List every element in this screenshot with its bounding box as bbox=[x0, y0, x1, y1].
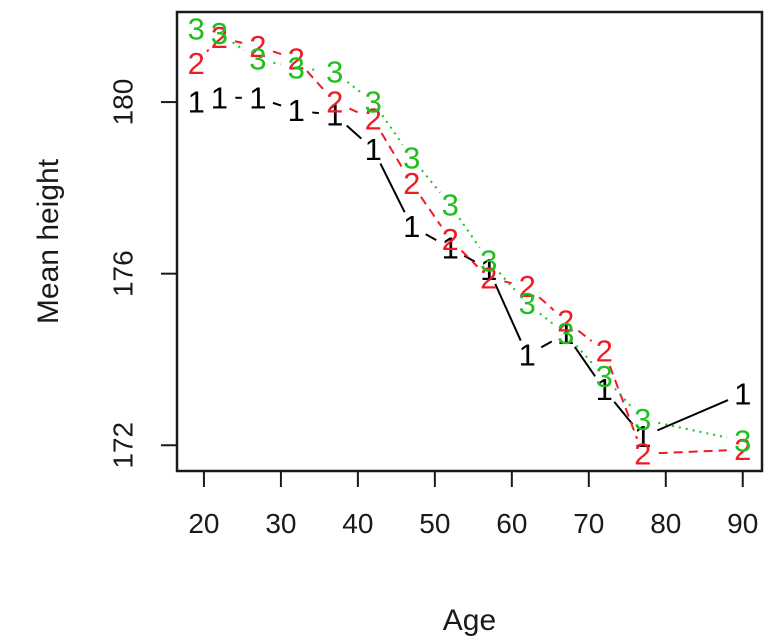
series-segment bbox=[312, 68, 320, 72]
data-point: 2 bbox=[442, 222, 459, 257]
x-tick-label: 30 bbox=[265, 508, 296, 539]
series-segment bbox=[380, 132, 405, 171]
series-segment bbox=[575, 344, 595, 366]
data-point: 2 bbox=[365, 102, 382, 137]
series-segment bbox=[498, 272, 518, 293]
data-point: 1 bbox=[365, 132, 382, 167]
series-segment bbox=[379, 163, 406, 213]
data-point: 2 bbox=[519, 269, 536, 304]
series-segment bbox=[346, 124, 363, 140]
series-segment bbox=[346, 81, 362, 94]
data-point: 1 bbox=[734, 376, 751, 411]
series-segment bbox=[577, 329, 593, 342]
series-segment bbox=[539, 312, 554, 325]
data-point: 2 bbox=[634, 436, 651, 471]
data-point: 2 bbox=[557, 303, 574, 338]
data-point: 3 bbox=[734, 423, 751, 458]
x-tick-label: 40 bbox=[342, 508, 373, 539]
data-point: 1 bbox=[634, 419, 651, 454]
data-point: 3 bbox=[326, 55, 343, 90]
x-tick-label: 20 bbox=[188, 508, 219, 539]
series-segment bbox=[312, 111, 320, 115]
data-point: 3 bbox=[442, 188, 459, 223]
data-point: 1 bbox=[557, 316, 574, 351]
y-axis-title: Mean height bbox=[32, 158, 65, 324]
data-point: 3 bbox=[480, 243, 497, 278]
series-segment bbox=[206, 48, 210, 53]
axis-layer: 20 30 40 50 60 70 80 90 172 176 180 bbox=[107, 79, 758, 539]
series-segment bbox=[494, 283, 522, 341]
data-point: 3 bbox=[403, 140, 420, 175]
series-segment bbox=[608, 365, 639, 440]
y-tick-label: 180 bbox=[107, 79, 138, 126]
series-segment bbox=[460, 249, 479, 268]
series-segment bbox=[349, 107, 360, 114]
data-point: 2 bbox=[326, 85, 343, 120]
series-segment bbox=[458, 217, 481, 249]
series-segment bbox=[306, 70, 325, 91]
data-point: 3 bbox=[249, 42, 266, 77]
data-point: 2 bbox=[734, 432, 751, 467]
series-segment bbox=[538, 296, 555, 311]
data-point: 1 bbox=[403, 209, 420, 244]
x-tick-label: 90 bbox=[727, 508, 758, 539]
series-segment bbox=[657, 399, 729, 432]
data-point: 1 bbox=[249, 80, 266, 115]
series-segment bbox=[381, 114, 404, 146]
data-point: 3 bbox=[211, 16, 228, 51]
series-segment bbox=[614, 387, 633, 409]
series-segment bbox=[425, 233, 437, 242]
data-point: 1 bbox=[288, 93, 305, 128]
data-point: 3 bbox=[557, 316, 574, 351]
series-segment bbox=[463, 254, 476, 263]
x-axis-title: Age bbox=[443, 604, 496, 637]
series-segment bbox=[273, 61, 281, 66]
data-point: 3 bbox=[288, 50, 305, 85]
series-segment bbox=[658, 449, 727, 455]
x-tick-label: 80 bbox=[650, 508, 681, 539]
data-point: 2 bbox=[249, 29, 266, 64]
plot-frame bbox=[175, 10, 764, 473]
series-segment bbox=[658, 421, 728, 439]
data-point: 2 bbox=[288, 42, 305, 77]
series-segment bbox=[540, 340, 553, 349]
series-segment bbox=[613, 401, 634, 425]
data-point: 1 bbox=[519, 338, 536, 373]
data-point: 3 bbox=[634, 402, 651, 437]
data-point: 2 bbox=[403, 166, 420, 201]
data-point: 1 bbox=[211, 80, 228, 115]
data-point: 2 bbox=[211, 20, 228, 55]
series-segment bbox=[421, 169, 441, 194]
series-segment bbox=[420, 196, 442, 227]
x-tick-label: 50 bbox=[419, 508, 450, 539]
series-segment bbox=[234, 40, 243, 44]
data-point: 3 bbox=[596, 359, 613, 394]
data-point: 1 bbox=[480, 252, 497, 287]
series-segment bbox=[573, 346, 596, 377]
data-point: 3 bbox=[188, 12, 205, 47]
series-segment bbox=[504, 280, 512, 285]
data-point: 2 bbox=[188, 46, 205, 81]
series-segment bbox=[232, 41, 246, 52]
y-tick-label: 172 bbox=[107, 422, 138, 469]
x-tick-label: 60 bbox=[496, 508, 527, 539]
data-point: 1 bbox=[596, 372, 613, 407]
series-segment bbox=[272, 50, 282, 56]
data-point: 1 bbox=[442, 230, 459, 265]
data-point: 3 bbox=[365, 85, 382, 120]
data-point: 2 bbox=[480, 260, 497, 295]
series-segment bbox=[272, 101, 282, 107]
data-point: 1 bbox=[326, 97, 343, 132]
data-point: 1 bbox=[188, 85, 205, 120]
y-tick-label: 176 bbox=[107, 250, 138, 297]
data-point: 2 bbox=[596, 333, 613, 368]
x-tick-label: 70 bbox=[573, 508, 604, 539]
data-point: 3 bbox=[519, 286, 536, 321]
